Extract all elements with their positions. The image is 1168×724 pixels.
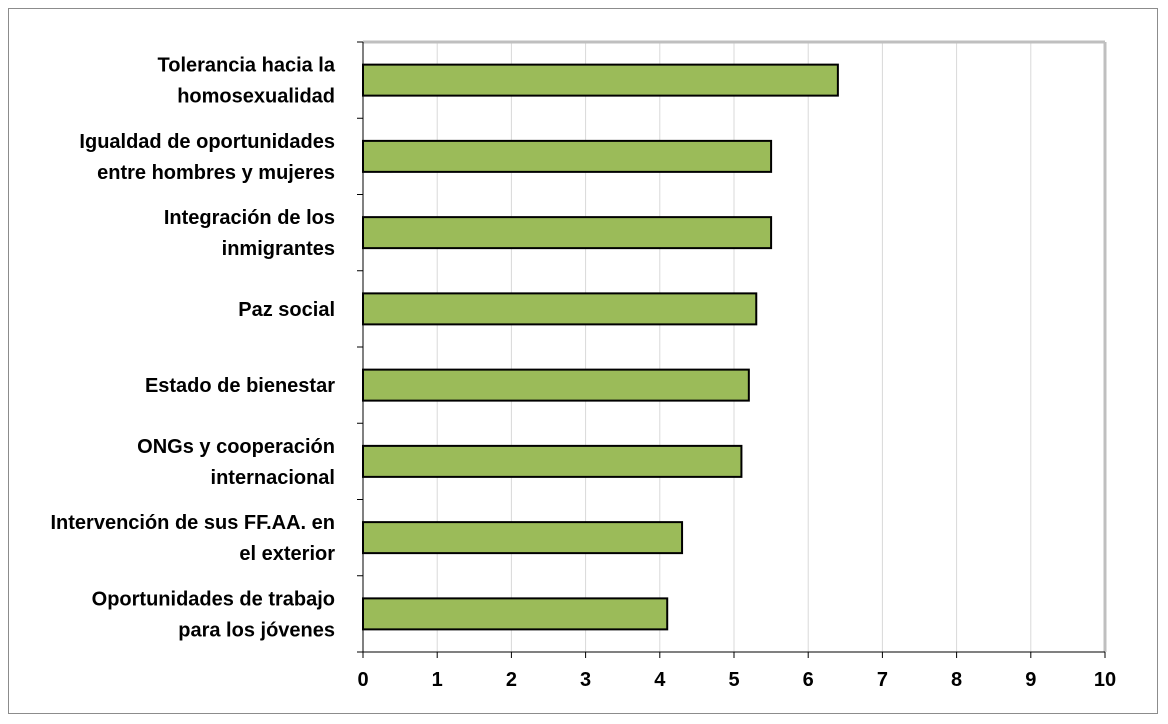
bar <box>362 597 669 631</box>
x-tick-label: 9 <box>1025 669 1036 691</box>
category-labels: Tolerancia hacia la homosexualidad Igualda… <box>50 55 335 642</box>
x-tick-label: 6 <box>803 669 814 691</box>
category-label: Igualdad de oportunidades entre hombres y… <box>79 131 335 184</box>
category-label: ONGs y cooperación internacional <box>137 436 335 489</box>
x-tick-label: 0 <box>357 669 368 691</box>
axes <box>357 40 1107 658</box>
x-tick-label: 3 <box>580 669 591 691</box>
grid-lines <box>436 42 1106 652</box>
bar <box>362 368 750 402</box>
category-label: Estado de bienestar <box>145 375 335 397</box>
x-tick-label: 1 <box>432 669 443 691</box>
category-label: Integración de los inmigrantes <box>164 207 335 260</box>
bar <box>362 292 758 326</box>
bar <box>362 444 743 478</box>
x-tick-label: 8 <box>951 669 962 691</box>
x-tick-label: 2 <box>506 669 517 691</box>
x-tick-label: 10 <box>1094 669 1116 691</box>
bar <box>362 139 773 173</box>
bar <box>362 63 839 97</box>
chart-frame <box>8 8 1158 714</box>
bars <box>362 63 839 631</box>
category-label: Oportunidades de trabajo para los jóvenes <box>92 588 335 641</box>
bar <box>362 216 773 250</box>
x-tick-label: 4 <box>654 669 666 691</box>
category-label: Intervención de sus FF.AA. en el exterior <box>50 512 335 565</box>
x-tick-labels: 0 1 2 3 4 5 6 7 8 9 10 <box>357 669 1116 691</box>
category-label: Paz social <box>238 299 335 321</box>
bar <box>362 521 684 555</box>
category-label: Tolerancia hacia la homosexualidad <box>158 55 336 108</box>
x-tick-label: 5 <box>728 669 739 691</box>
x-tick-label: 7 <box>877 669 888 691</box>
